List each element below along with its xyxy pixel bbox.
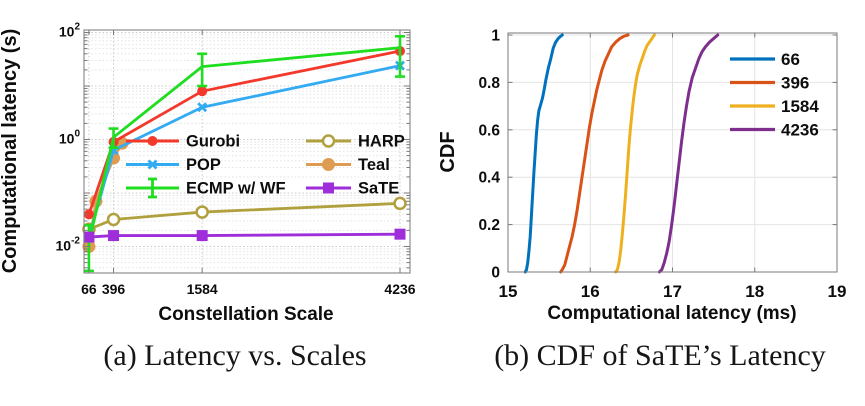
y-tick-label: 0.6 bbox=[478, 122, 500, 139]
legend-label: POP bbox=[186, 156, 221, 174]
caption-a: (a) Latency vs. Scales bbox=[103, 339, 367, 372]
legend-marker bbox=[147, 159, 158, 170]
grid-layer-a bbox=[84, 30, 410, 273]
y-axis-label-a: Computational latency (s) bbox=[0, 29, 21, 273]
caption-b: (b) CDF of SaTE’s Latency bbox=[494, 339, 826, 372]
legend-item-HARP: HARP bbox=[306, 133, 405, 151]
y-tick-label: 0.2 bbox=[478, 217, 500, 234]
marker-SaTE bbox=[394, 228, 406, 240]
x-tick-label: 1584 bbox=[187, 281, 218, 297]
x-tick-label: 15 bbox=[499, 282, 518, 301]
legend-b: 66 396 1584 4236 bbox=[730, 50, 819, 140]
y-tick-label: 0.8 bbox=[478, 75, 500, 92]
legend-item-Gurobi: Gurobi bbox=[126, 133, 240, 151]
series-line-Gurobi bbox=[87, 49, 401, 215]
legend-item-1584: 1584 bbox=[730, 97, 819, 116]
cdf-curve-66 bbox=[523, 33, 564, 274]
legend-item-396: 396 bbox=[730, 74, 809, 93]
marker-Gurobi bbox=[197, 86, 208, 97]
axes-layer-a: 66 396 1584 4236 102 100 10-2 bbox=[56, 22, 416, 298]
marker-SaTE bbox=[108, 230, 120, 242]
x-tick-label: 18 bbox=[745, 282, 764, 301]
x-tick-label: 4236 bbox=[384, 281, 415, 297]
legend-marker bbox=[322, 158, 335, 171]
cdf-curve-396 bbox=[559, 33, 630, 274]
y-tick-label: 0.4 bbox=[478, 170, 500, 187]
legend-item-ECMP w/ WF: ECMP w/ WF bbox=[126, 177, 286, 199]
cdf-curve-4236 bbox=[657, 33, 720, 274]
legend-marker bbox=[321, 134, 336, 148]
x-tick-label: 16 bbox=[581, 282, 600, 301]
axes-layer-b: 15 16 17 18 19 0 0.2 0.4 0.6 0.8 1 bbox=[478, 28, 846, 302]
y-tick-label: 10-2 bbox=[56, 236, 81, 254]
legend-item-Teal: Teal bbox=[306, 156, 390, 174]
series-layer-a bbox=[82, 34, 407, 273]
marker-SaTE bbox=[196, 230, 208, 242]
x-tick-label: 396 bbox=[102, 281, 126, 297]
legend-item-66: 66 bbox=[730, 50, 800, 69]
marker-HARP bbox=[106, 212, 121, 227]
legend-label: Gurobi bbox=[186, 133, 240, 151]
legend-marker bbox=[147, 136, 158, 146]
y-tick-label: 100 bbox=[59, 129, 81, 147]
marker-POP bbox=[197, 102, 208, 113]
cdf-curve-1584 bbox=[614, 33, 656, 274]
legend-label: ECMP w/ WF bbox=[186, 180, 286, 198]
marker-HARP bbox=[393, 196, 407, 211]
x-tick-label: 17 bbox=[663, 282, 682, 301]
y-tick-label: 0 bbox=[491, 265, 500, 282]
legend-label: 4236 bbox=[781, 121, 819, 140]
legend-item-POP: POP bbox=[126, 156, 221, 174]
marker-SaTE bbox=[83, 231, 95, 243]
marker-Gurobi bbox=[83, 209, 94, 220]
x-axis-label-b: Computational latency (ms) bbox=[547, 303, 796, 324]
legend-marker bbox=[323, 182, 334, 194]
y-axis-label-b: CDF bbox=[437, 131, 459, 172]
series-layer-b bbox=[523, 33, 720, 274]
legend-label: HARP bbox=[358, 133, 405, 151]
series-line-SaTE bbox=[88, 232, 401, 239]
legend-label: Teal bbox=[358, 156, 390, 174]
legend-label: 1584 bbox=[781, 97, 819, 116]
marker-HARP bbox=[195, 205, 209, 219]
chart-latency-vs-scales: 66 396 1584 4236 102 100 10-2 Gurobi POP ECMP w/… bbox=[0, 22, 416, 326]
legend-label: 66 bbox=[781, 50, 800, 69]
x-axis-label-a: Constellation Scale bbox=[158, 304, 333, 325]
legend-item-SaTE: SaTE bbox=[306, 180, 399, 198]
y-tick-label: 1 bbox=[491, 28, 500, 45]
series-line-ECMP w/ WF bbox=[87, 46, 401, 243]
legend-label: SaTE bbox=[358, 180, 399, 198]
series-line-HARP bbox=[88, 201, 401, 231]
x-tick-label: 19 bbox=[828, 282, 847, 301]
y-tick-label: 102 bbox=[59, 22, 81, 40]
legend-item-4236: 4236 bbox=[730, 121, 819, 140]
chart-sate-cdf: 15 16 17 18 19 0 0.2 0.4 0.6 0.8 1 66 396 1584 4236 C… bbox=[437, 28, 846, 325]
legend-a: Gurobi POP ECMP w/ WF HARP Teal SaTE bbox=[126, 133, 405, 199]
legend-label: 396 bbox=[781, 74, 809, 93]
x-tick-label: 66 bbox=[81, 281, 97, 297]
